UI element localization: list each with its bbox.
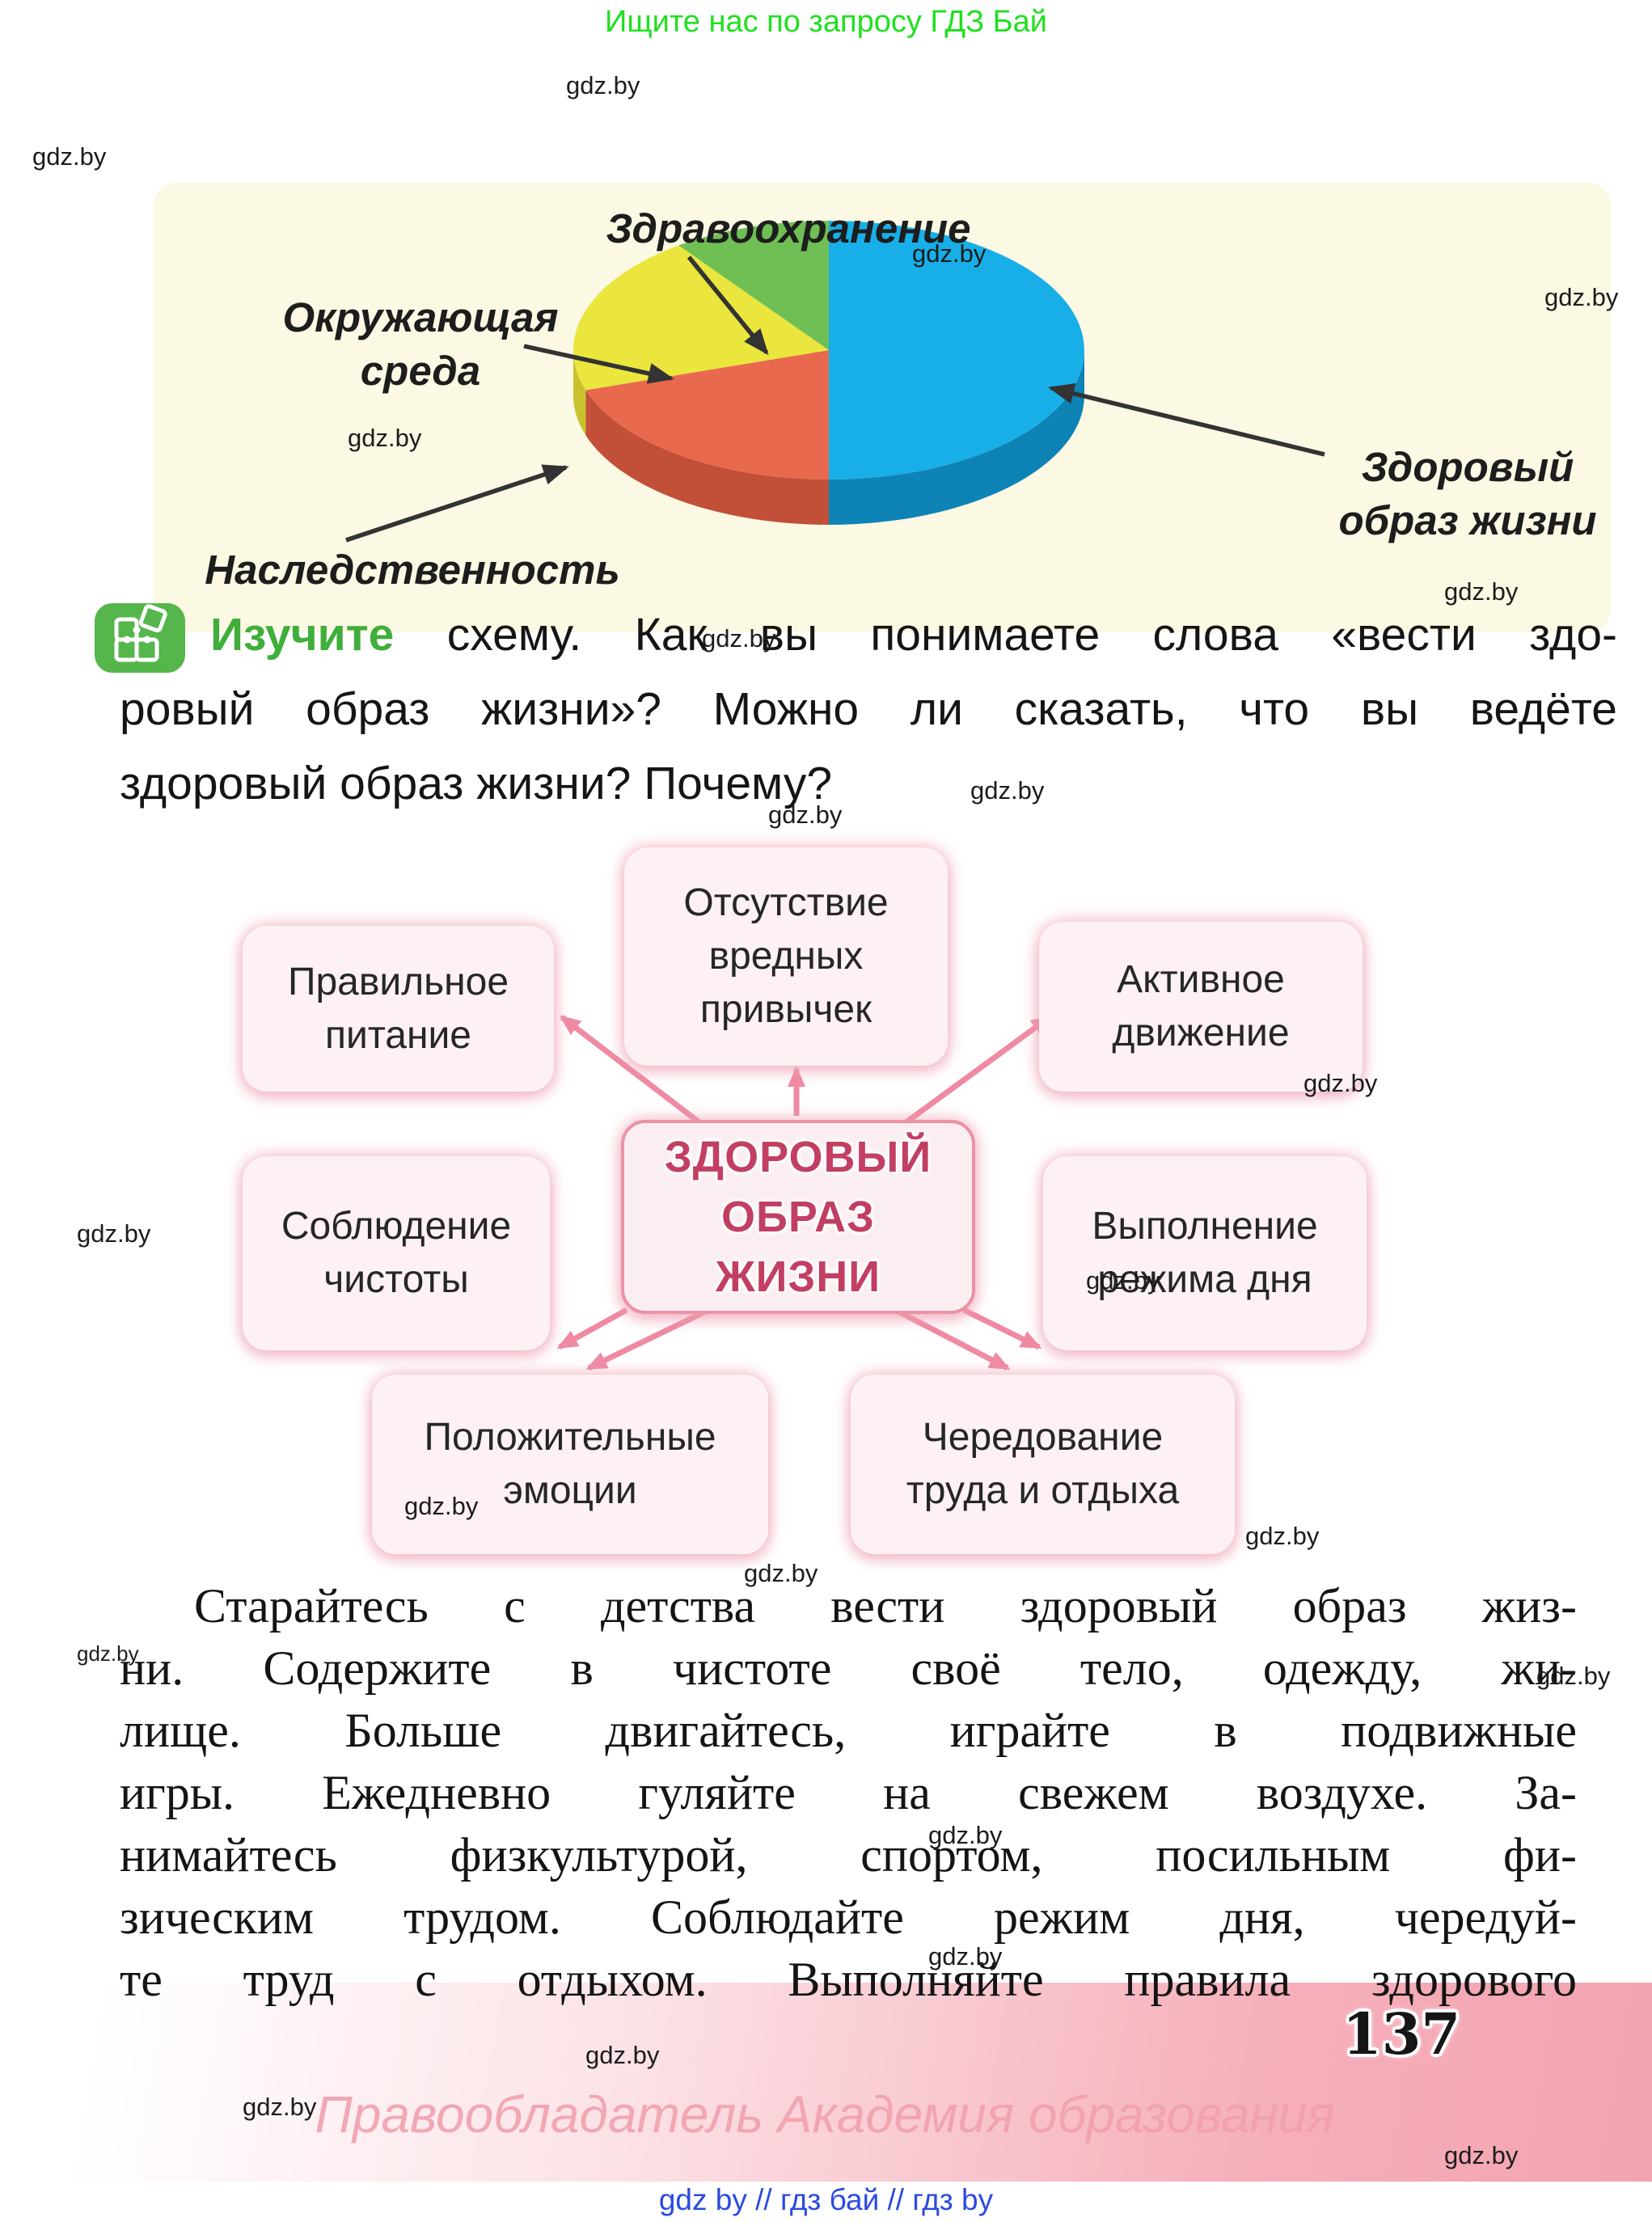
center-node-text: ОБРАЗ	[721, 1193, 875, 1241]
node-text: Правильное	[287, 960, 509, 1003]
body-line-4: игры. Ежедневно гуляйте на свежем воздух…	[120, 1766, 1577, 1819]
copyright-line: Правообладатель Академия образования	[315, 2085, 1335, 2144]
pie-label-environment: Окружающая среда	[259, 291, 582, 398]
pie-slice-side	[573, 350, 586, 436]
pie-slice-side	[585, 390, 829, 525]
gdz-watermark: gdz.by	[348, 424, 422, 452]
gdz-watermark: gdz.by	[77, 1219, 151, 1248]
pie-callout-arrows	[345, 256, 1325, 543]
gdz-watermark: gdz.by	[970, 776, 1045, 805]
gdz-watermark: gdz.by	[32, 142, 107, 171]
arrow	[881, 1300, 1011, 1371]
body-line-6: зическим трудом. Соблюдайте режим дня, ч…	[120, 1890, 1577, 1944]
node-text: чистоты	[323, 1258, 469, 1301]
diagram-node-nutrition: Правильное питание	[243, 926, 554, 1092]
page-number: 137	[1342, 2000, 1461, 2068]
node-text: питание	[325, 1013, 471, 1057]
center-node-text: ЖИЗНИ	[715, 1253, 881, 1301]
gdz-watermark: gdz.by	[702, 624, 776, 653]
diagram-node-active-movement: Активное движение	[1039, 922, 1363, 1092]
node-text: движение	[1112, 1012, 1290, 1054]
arrow	[687, 256, 769, 356]
promo-top-text[interactable]: Ищите нас по запросу ГДЗ Бай	[605, 5, 1047, 39]
center-node-text: ЗДОРОВЫЙ	[664, 1133, 932, 1181]
gdz-watermark: gdz.by	[1444, 2141, 1519, 2169]
arrow	[1048, 382, 1325, 457]
task-lead-word: Изучите	[210, 609, 395, 661]
gdz-watermark: gdz.by	[928, 1821, 1003, 1849]
task-line-1-rest: схему. Как вы понимаете слова «вести здо…	[394, 609, 1617, 661]
pie-chart	[572, 221, 1084, 525]
body-line-3: лище. Больше двигайтесь, играйте в подви…	[120, 1704, 1577, 1757]
arrow	[899, 1015, 1053, 1128]
diagram-node-cleanliness: Соблюдение чистоты	[243, 1156, 550, 1350]
pie-slice-Наследственность	[585, 350, 829, 479]
gdz-watermark: gdz.by	[77, 1641, 139, 1666]
body-line-7: те труд с отдыхом. Выполняйте правила зд…	[120, 1953, 1577, 2006]
task-line-2: ровый образ жизни»? Можно ли сказать, чт…	[120, 683, 1617, 735]
gdz-watermark: gdz.by	[243, 2093, 317, 2121]
node-text: режима дня	[1097, 1258, 1312, 1301]
gdz-watermark: gdz.by	[585, 2041, 660, 2069]
gdz-watermark: gdz.by	[1086, 1266, 1160, 1295]
arrow	[559, 1015, 706, 1128]
pie-slice-Здравоохранение	[678, 221, 829, 350]
task-line-3: здоровый образ жизни? Почему?	[120, 758, 833, 809]
pie-label-healthcare: Здравоохранение	[594, 202, 982, 256]
node-text: Отсутствие	[683, 881, 889, 924]
pie-label-lifestyle-line1: Здоровый	[1361, 444, 1574, 490]
puzzle-icon	[114, 604, 167, 662]
pie-slice-side	[829, 350, 1084, 525]
arrow	[585, 1300, 724, 1371]
body-line-5: нимайтесь физкультурой, спортом, посильн…	[120, 1828, 1577, 1882]
arrow	[523, 344, 674, 384]
body-line-1: Старайтесь с детства вести здоровый обра…	[194, 1579, 1577, 1633]
node-text: Активное	[1117, 958, 1285, 1001]
arrow	[345, 464, 569, 543]
diagram-node-positive-emotions: Положительные эмоции	[372, 1375, 768, 1554]
gdz-watermark: gdz.by	[1444, 577, 1519, 606]
node-text: труда и отдыха	[906, 1469, 1180, 1512]
diagram-center-node-healthy-lifestyle: ЗДОРОВЫЙ ОБРАЗ ЖИЗНИ	[621, 1120, 975, 1314]
node-text: Выполнение	[1092, 1205, 1318, 1248]
arrow	[556, 1307, 628, 1350]
gdz-watermark: gdz.by	[768, 801, 843, 829]
task-line-1: Изучите схему. Как вы понимаете слова «в…	[210, 608, 1617, 661]
pie-label-heredity: Наследственность	[202, 543, 623, 597]
node-text: вредных	[708, 935, 864, 978]
footer-gradient-band	[0, 1983, 1652, 2182]
node-text: эмоции	[503, 1469, 637, 1512]
arrow	[962, 1307, 1042, 1350]
puzzle-task-icon	[95, 603, 185, 673]
gdz-watermark: gdz.by	[1303, 1069, 1378, 1097]
node-text: привычек	[699, 988, 872, 1031]
footer-links[interactable]: gdz by // гдз бай // гдз by	[658, 2183, 994, 2216]
pie-label-heredity-text: Наследственность	[205, 547, 620, 593]
diagram-arrows	[556, 1015, 1053, 1371]
pie-label-healthcare-text: Здравоохранение	[606, 205, 971, 251]
gdz-watermark: gdz.by	[404, 1492, 479, 1520]
node-text: Соблюдение	[281, 1205, 512, 1248]
gdz-watermark: gdz.by	[912, 239, 987, 268]
body-line-2: ни. Содержите в чистоте своё тело, одежд…	[120, 1641, 1577, 1695]
node-text: Положительные	[424, 1416, 716, 1459]
pie-label-environment-line1: Окружающая	[282, 294, 559, 340]
pie-label-environment-line2: среда	[360, 348, 481, 394]
gdz-watermark: gdz.by	[1544, 283, 1619, 311]
diagram-node-daily-regimen: Выполнение режима дня	[1043, 1156, 1367, 1350]
gdz-watermark: gdz.by	[1245, 1522, 1320, 1550]
gdz-watermark: gdz.by	[566, 71, 640, 99]
pie-label-lifestyle-line2: образ жизни	[1338, 497, 1597, 543]
diagram-node-work-rest-alternation: Чередование труда и отдыха	[851, 1375, 1235, 1554]
diagram-node-no-bad-habits: Отсутствие вредных привычек	[624, 847, 948, 1066]
pie-slice-Здоровый образ жизни	[829, 221, 1084, 479]
gdz-watermark: gdz.by	[928, 1942, 1003, 1971]
gdz-watermark: gdz.by	[1536, 1662, 1611, 1690]
gdz-watermark: gdz.by	[744, 1559, 818, 1587]
node-text: Чередование	[922, 1416, 1164, 1459]
pie-label-lifestyle: Здоровый образ жизни	[1306, 441, 1629, 547]
